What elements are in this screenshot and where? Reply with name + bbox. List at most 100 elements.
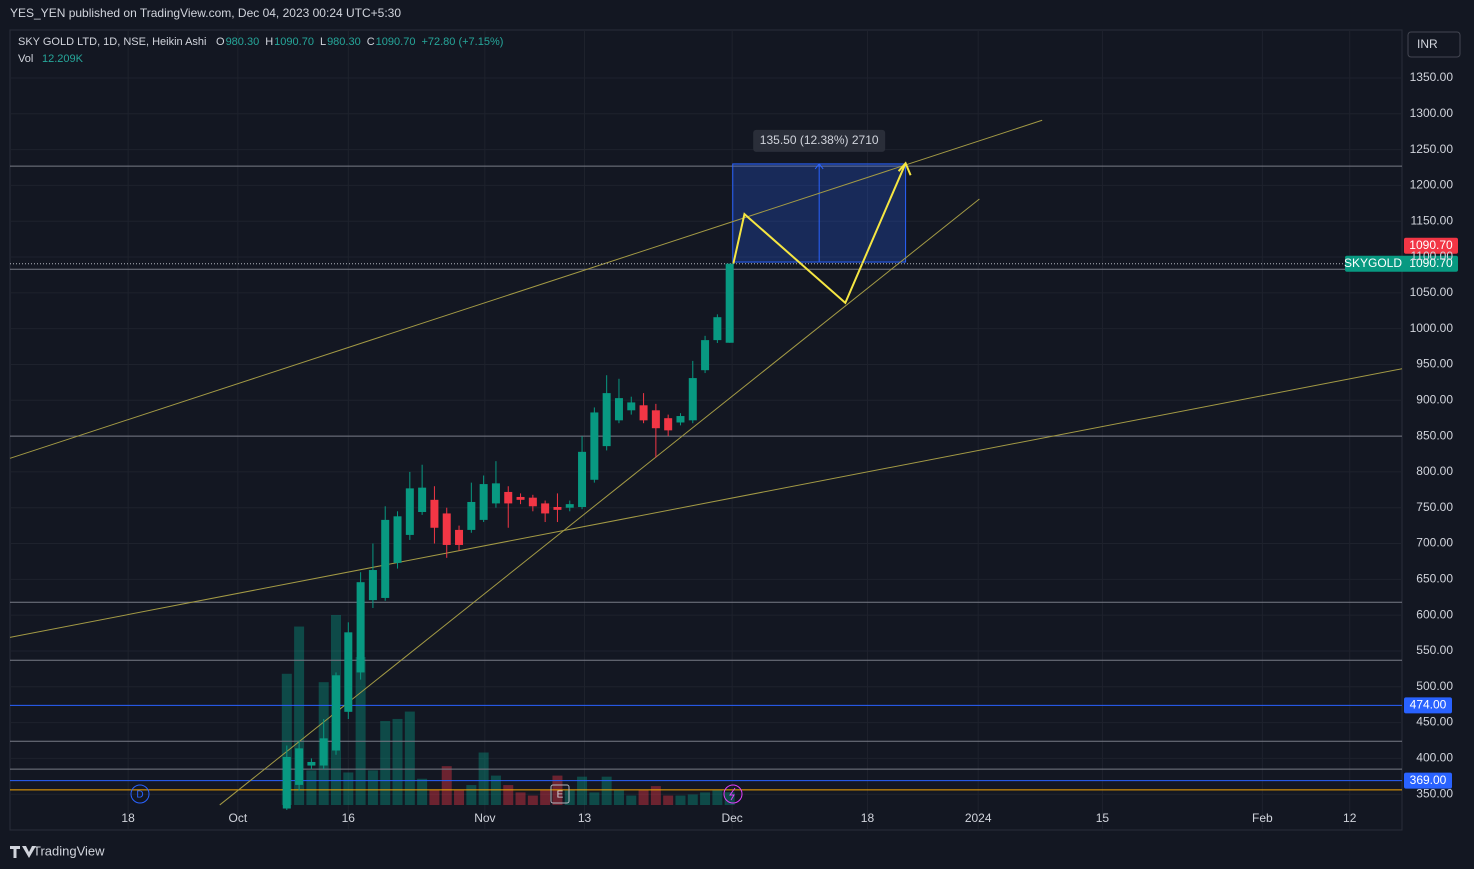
x-tick-label: 18	[861, 811, 875, 825]
measure-label-bg	[753, 129, 886, 152]
x-tick-label: Nov	[474, 811, 495, 825]
y-tick-label: 700.00	[1416, 536, 1453, 550]
candle-body	[430, 499, 439, 528]
symbol-badge	[1345, 255, 1458, 272]
candle-body	[405, 488, 414, 535]
y-tick-label: 950.00	[1416, 357, 1453, 371]
volume-bar	[564, 790, 575, 805]
last-price-label: 1090.70	[1409, 238, 1453, 252]
volume-bar	[441, 766, 452, 805]
volume-bar	[417, 778, 428, 805]
volume-bar	[355, 656, 366, 805]
candle-body	[602, 393, 611, 447]
volume-bar	[650, 786, 661, 805]
last-price-label: 1090.70	[1409, 256, 1453, 270]
volume-bar	[343, 772, 354, 805]
y-tick-label: 1100.00	[1411, 249, 1454, 263]
y-tick-label: 800.00	[1416, 464, 1453, 478]
candle-body	[516, 496, 525, 500]
vol-label: Vol	[18, 53, 33, 65]
volume-bar	[712, 790, 723, 805]
y-tick-label: 1200.00	[1410, 178, 1454, 192]
candle-body	[553, 506, 562, 510]
y-tick-label: 1300.00	[1410, 106, 1454, 120]
volume-bar	[466, 785, 477, 805]
logo	[10, 846, 36, 858]
legend-value: 980.30	[226, 36, 260, 48]
volume-bar	[306, 770, 317, 805]
x-tick-label: 15	[1096, 811, 1110, 825]
candle-body	[688, 378, 697, 421]
y-tick-label: 450.00	[1416, 715, 1453, 729]
y-tick-label: 1250.00	[1410, 142, 1454, 156]
level-badge	[1404, 697, 1452, 714]
volume-bar	[601, 776, 612, 805]
y-tick-label: 1000.00	[1410, 321, 1454, 335]
volume-bar	[663, 795, 674, 805]
currency-box[interactable]	[1407, 31, 1461, 58]
volume-bar	[577, 776, 588, 805]
candle-body	[344, 632, 353, 712]
candle-body	[725, 263, 734, 343]
y-tick-label: 1350.00	[1410, 70, 1454, 84]
y-tick-label: 650.00	[1416, 572, 1453, 586]
legend-value: 1090.70	[376, 36, 416, 48]
event-icon[interactable]	[723, 784, 743, 804]
x-tick-label: 12	[1343, 811, 1357, 825]
dividend-icon[interactable]	[130, 784, 150, 804]
candles	[282, 263, 734, 810]
plot-area	[9, 29, 1403, 831]
measure-arrow-head	[814, 163, 824, 170]
symbol-tag: SKYGOLD	[1344, 256, 1402, 270]
candle-body	[590, 412, 599, 480]
y-tick-label: 750.00	[1416, 500, 1453, 514]
candle-body	[627, 402, 636, 411]
legend-value: 1090.70	[274, 36, 314, 48]
candle-body	[282, 756, 291, 809]
legend-symbol: SKY GOLD LTD, 1D, NSE, Heikin Ashi	[18, 36, 207, 48]
trendline	[9, 119, 1043, 459]
candle-body	[651, 410, 660, 429]
volume-bar	[294, 626, 305, 805]
y-tick-label: 500.00	[1416, 679, 1453, 693]
volume-bar	[638, 790, 649, 805]
dividend-icon-letter: D	[136, 790, 143, 801]
projection-path	[732, 162, 907, 305]
volume-bar	[478, 752, 489, 805]
last-price-badge-red	[1404, 237, 1458, 254]
y-tick-label: 550.00	[1416, 643, 1453, 657]
projection-arrow	[897, 161, 912, 176]
currency[interactable]: INR	[1417, 37, 1438, 51]
volume-bar	[392, 718, 403, 805]
volume-bar	[540, 790, 551, 805]
level-label: 474.00	[1410, 698, 1447, 712]
y-tick-label: 350.00	[1416, 786, 1453, 800]
candle-body	[701, 340, 710, 371]
legend-key: L	[320, 36, 326, 48]
volume-bar	[675, 795, 686, 805]
vol-value: 12.209K	[42, 53, 84, 65]
candle-body	[528, 497, 537, 507]
candle-body	[676, 416, 685, 423]
y-tick-label: 850.00	[1416, 428, 1453, 442]
legend-value: 980.30	[327, 36, 361, 48]
candle-body	[713, 317, 722, 341]
volume-bar	[687, 794, 698, 805]
candle-body	[614, 398, 623, 421]
volume-bar	[503, 785, 514, 805]
level-badge	[1404, 772, 1452, 789]
y-tick-label: 600.00	[1416, 607, 1453, 621]
x-tick-label: 18	[121, 811, 135, 825]
y-tick-label: 1150.00	[1411, 213, 1454, 227]
volume-bar	[367, 770, 378, 805]
volume-bar	[700, 792, 711, 805]
volume-bar	[515, 792, 526, 805]
legend-key: C	[367, 36, 375, 48]
candle-body	[418, 487, 427, 513]
event-icon-bolt	[729, 787, 736, 801]
level-label: 369.00	[1410, 773, 1447, 787]
volume-bar	[613, 790, 624, 805]
earnings-icon[interactable]	[550, 784, 570, 804]
volume-bar	[626, 795, 637, 805]
